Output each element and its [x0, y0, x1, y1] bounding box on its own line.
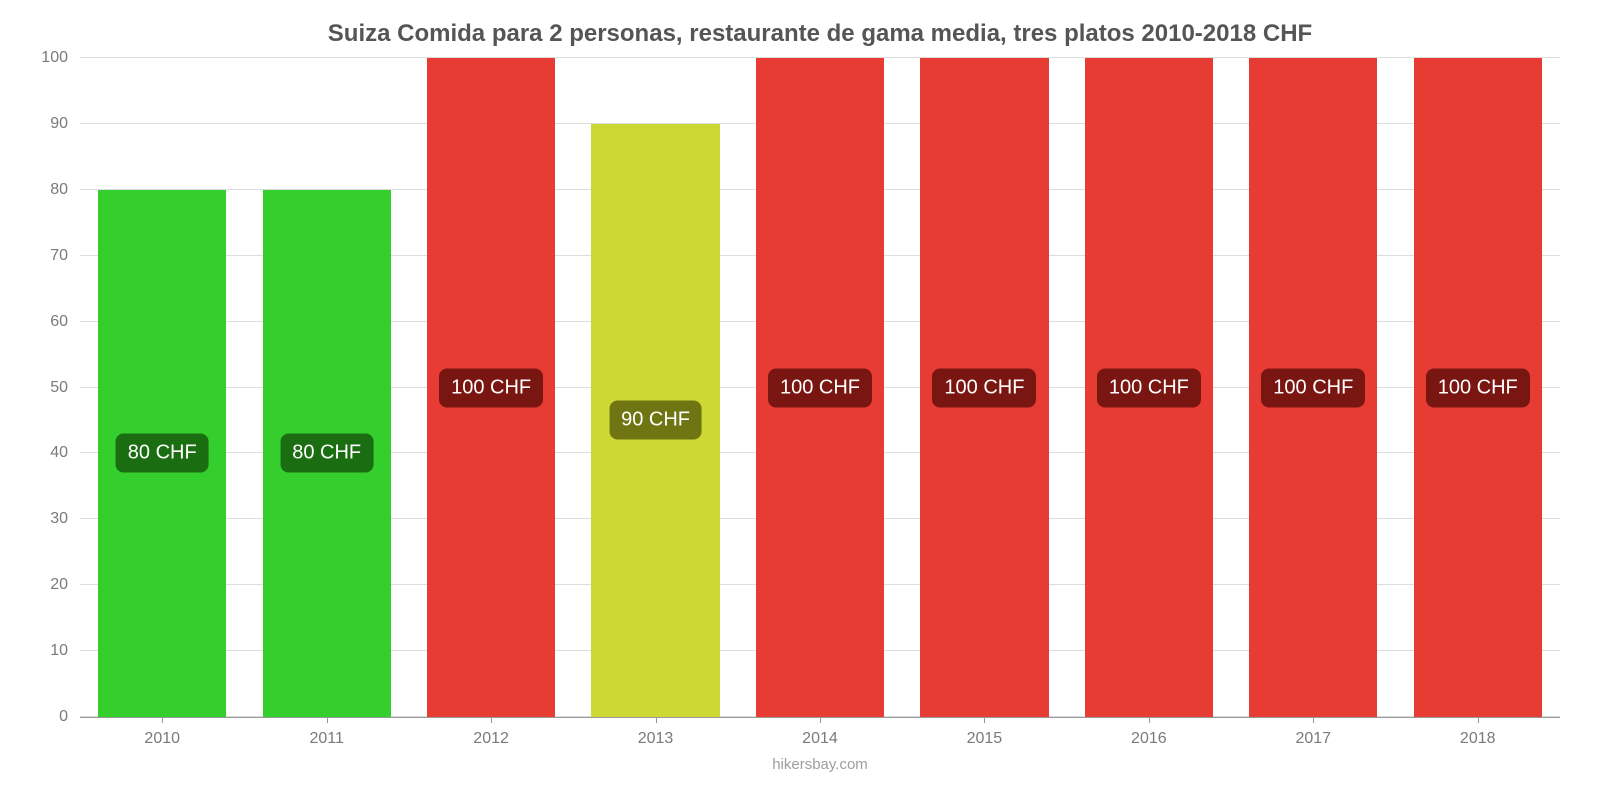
bar-2014: 100 CHF	[756, 58, 884, 717]
x-label: 2013	[573, 730, 737, 748]
x-label: 2010	[80, 730, 244, 748]
bar-slot: 100 CHF	[1396, 58, 1560, 717]
x-label: 2017	[1231, 730, 1395, 748]
y-tick-30: 30	[50, 510, 68, 528]
x-tick	[1149, 717, 1150, 723]
y-tick-80: 80	[50, 181, 68, 199]
source-label: hikersbay.com	[80, 756, 1560, 773]
bar-value-label: 100 CHF	[439, 368, 543, 407]
x-tick	[984, 717, 985, 723]
x-tick	[1313, 717, 1314, 723]
bar-slot: 100 CHF	[738, 58, 902, 717]
bar-value-label: 100 CHF	[1261, 368, 1365, 407]
x-tick	[327, 717, 328, 723]
bar-slot: 80 CHF	[80, 58, 244, 717]
y-tick-60: 60	[50, 313, 68, 331]
x-tick	[656, 717, 657, 723]
bar-value-label: 80 CHF	[116, 434, 209, 473]
bar-2017: 100 CHF	[1249, 58, 1377, 717]
x-tick	[1478, 717, 1479, 723]
bar-slot: 100 CHF	[902, 58, 1066, 717]
y-tick-0: 0	[59, 708, 68, 726]
y-tick-20: 20	[50, 576, 68, 594]
x-label: 2018	[1396, 730, 1560, 748]
bar-value-label: 100 CHF	[1097, 368, 1201, 407]
x-tick	[162, 717, 163, 723]
y-tick-70: 70	[50, 247, 68, 265]
x-tick	[491, 717, 492, 723]
plot-area: 0 10 20 30 40 50 60 70 80 90 100 80 CHF …	[80, 58, 1560, 718]
x-tick	[820, 717, 821, 723]
y-tick-100: 100	[41, 49, 68, 67]
bar-value-label: 100 CHF	[768, 368, 872, 407]
bar-value-label: 90 CHF	[609, 401, 702, 440]
bar-value-label: 100 CHF	[1426, 368, 1530, 407]
y-tick-90: 90	[50, 115, 68, 133]
y-tick-50: 50	[50, 379, 68, 397]
bar-2010: 80 CHF	[98, 190, 226, 717]
y-tick-10: 10	[50, 642, 68, 660]
bar-chart: Suiza Comida para 2 personas, restaurant…	[0, 0, 1600, 800]
bar-slot: 100 CHF	[1231, 58, 1395, 717]
bar-2011: 80 CHF	[263, 190, 391, 717]
bar-2018: 100 CHF	[1414, 58, 1542, 717]
bar-value-label: 80 CHF	[280, 434, 373, 473]
bar-slot: 100 CHF	[1067, 58, 1231, 717]
bar-2015: 100 CHF	[920, 58, 1048, 717]
bars-row: 80 CHF 80 CHF 100 CHF 90 CHF	[80, 58, 1560, 717]
bar-slot: 80 CHF	[244, 58, 408, 717]
x-label: 2012	[409, 730, 573, 748]
bar-2013: 90 CHF	[591, 124, 719, 717]
bar-value-label: 100 CHF	[932, 368, 1036, 407]
x-label: 2016	[1067, 730, 1231, 748]
x-label: 2015	[902, 730, 1066, 748]
bar-slot: 100 CHF	[409, 58, 573, 717]
x-label: 2011	[244, 730, 408, 748]
bar-slot: 90 CHF	[573, 58, 737, 717]
chart-title: Suiza Comida para 2 personas, restaurant…	[80, 20, 1560, 48]
y-tick-40: 40	[50, 444, 68, 462]
x-label: 2014	[738, 730, 902, 748]
bar-2012: 100 CHF	[427, 58, 555, 717]
bar-2016: 100 CHF	[1085, 58, 1213, 717]
x-labels-row: 2010 2011 2012 2013 2014 2015 2016 2017 …	[80, 730, 1560, 748]
